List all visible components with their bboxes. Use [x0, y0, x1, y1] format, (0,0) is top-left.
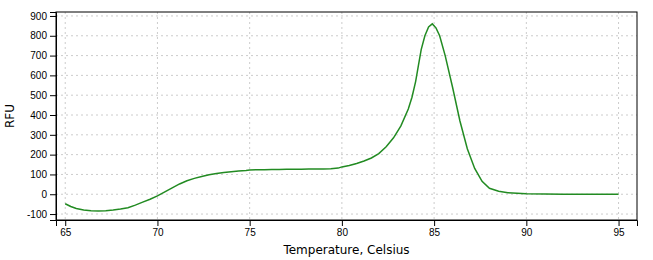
tick-mark	[50, 95, 56, 96]
tick-label: 65	[60, 227, 72, 238]
tick-mark	[50, 16, 56, 17]
grid-line	[56, 115, 637, 116]
y-axis-title: RFU	[3, 104, 17, 128]
tick-mark	[250, 220, 251, 226]
grid-line	[56, 154, 637, 155]
tick: 100	[30, 169, 56, 180]
tick-mark	[50, 214, 56, 215]
axis-line	[50, 13, 57, 221]
tick: 700	[30, 50, 56, 61]
tick-label: -100	[27, 209, 47, 220]
tick: 500	[30, 90, 56, 101]
tick-mark	[50, 135, 56, 136]
axis-line	[57, 221, 638, 227]
tick-label: 70	[152, 227, 164, 238]
tick-mark	[50, 194, 56, 195]
tick: 300	[30, 130, 56, 141]
tick-mark	[157, 220, 158, 226]
x-axis: 65 70 75 80 85 90 95	[57, 220, 638, 238]
tick: 400	[30, 110, 56, 121]
grid-line	[56, 55, 637, 56]
grid-line	[56, 15, 637, 16]
tick-label: 75	[245, 227, 257, 238]
marks	[65, 24, 618, 211]
plot: 65 70 75 80 85 90 95 -100 0 100 200 300 400 500 600 700…	[27, 11, 638, 238]
grid-line	[157, 12, 158, 220]
tick-mark	[619, 220, 620, 226]
chart: 65 70 75 80 85 90 95 -100 0 100 200 300 400 500 600 700…	[0, 0, 653, 260]
line	[65, 24, 618, 211]
grid-line	[618, 12, 619, 220]
tick: 0	[41, 189, 56, 200]
tick-mark	[50, 155, 56, 156]
tick: 70	[152, 220, 164, 238]
tick: 90	[521, 220, 533, 238]
grid-line	[249, 12, 250, 220]
tick-label: 200	[30, 149, 47, 160]
tick: -100	[27, 209, 56, 220]
grid-line	[56, 35, 637, 36]
grid-line	[65, 12, 66, 220]
tick: 85	[429, 220, 441, 238]
tick: 75	[245, 220, 257, 238]
tick-mark	[526, 220, 527, 226]
grid-line	[56, 174, 637, 175]
tick-label: 400	[30, 110, 47, 121]
grid	[56, 12, 637, 220]
grid-line	[341, 12, 342, 220]
tick-label: 80	[337, 227, 349, 238]
tick-label: 95	[613, 227, 625, 238]
tick-label: 100	[30, 169, 47, 180]
tick-label: 500	[30, 90, 47, 101]
tick: 65	[60, 220, 72, 238]
x-axis-title: Temperature, Celsius	[282, 243, 409, 257]
tick: 600	[30, 70, 56, 81]
tick: 900	[30, 11, 56, 22]
tick-label: 300	[30, 130, 47, 141]
tick-label: 800	[30, 30, 47, 41]
tick-mark	[65, 220, 66, 226]
tick-mark	[50, 56, 56, 57]
grid-line	[56, 75, 637, 76]
tick-mark	[50, 115, 56, 116]
tick-label: 600	[30, 70, 47, 81]
plot-frame	[56, 12, 637, 220]
tick-label: 700	[30, 50, 47, 61]
tick-label: 85	[429, 227, 441, 238]
tick-mark	[342, 220, 343, 226]
tick-label: 90	[521, 227, 533, 238]
tick-label: 900	[30, 11, 47, 22]
grid-line	[56, 95, 637, 96]
grid-line	[526, 12, 527, 220]
tick: 80	[337, 220, 349, 238]
tick: 200	[30, 149, 56, 160]
tick-mark	[50, 36, 56, 37]
tick-mark	[50, 75, 56, 76]
tick-mark	[50, 174, 56, 175]
grid-line	[56, 134, 637, 135]
y-axis: -100 0 100 200 300 400 500 600 700 800 900	[27, 11, 57, 221]
grid-line	[434, 12, 435, 220]
tick: 95	[613, 220, 625, 238]
grid-line	[56, 214, 637, 215]
tick-mark	[434, 220, 435, 226]
tick: 800	[30, 30, 56, 41]
tick-label: 0	[41, 189, 47, 200]
